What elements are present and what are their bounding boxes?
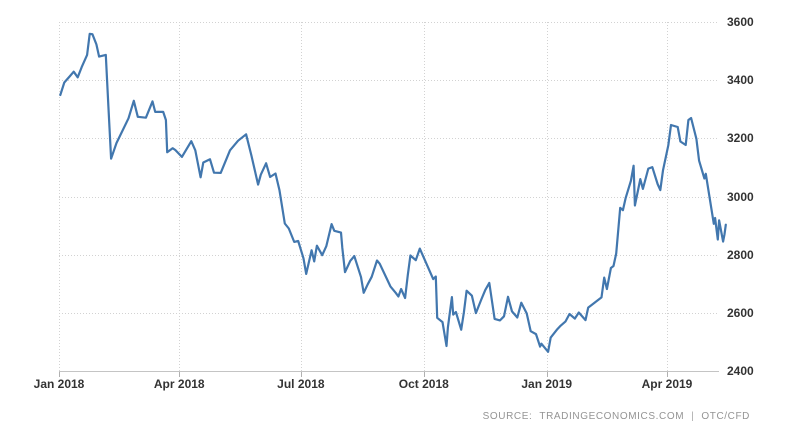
- x-tick-label-jan-2019: Jan 2019: [521, 377, 573, 391]
- x-tick-label-apr-2019: Apr 2019: [641, 377, 693, 391]
- x-tick-label-jan-2018: Jan 2018: [33, 377, 85, 391]
- y-tick-label-3400: 3400: [727, 73, 754, 88]
- y-tick-label-3000: 3000: [727, 189, 754, 204]
- gridlines: [59, 22, 719, 372]
- source-separator-icon: |: [691, 411, 695, 422]
- x-tick-label-apr-2018: Apr 2018: [153, 377, 205, 391]
- y-tick-label-2400: 2400: [727, 364, 754, 378]
- x-axis: [59, 371, 719, 377]
- y-tick-label-3200: 3200: [727, 131, 754, 146]
- source-credit: SOURCE: TRADINGECONOMICS.COM | OTC/CFD: [483, 411, 750, 422]
- y-tick-label-2600: 2600: [727, 305, 754, 320]
- source-name: TRADINGECONOMICS.COM: [539, 411, 685, 422]
- y-tick-label-3600: 3600: [727, 15, 754, 29]
- source-label: SOURCE:: [482, 411, 533, 422]
- y-tick-label-2800: 2800: [727, 247, 754, 262]
- x-tick-label-oct-2018: Oct 2018: [398, 377, 449, 391]
- x-tick-label-jul-2018: Jul 2018: [277, 377, 325, 391]
- source-feed: OTC/CFD: [701, 411, 750, 422]
- price-line: [59, 32, 727, 353]
